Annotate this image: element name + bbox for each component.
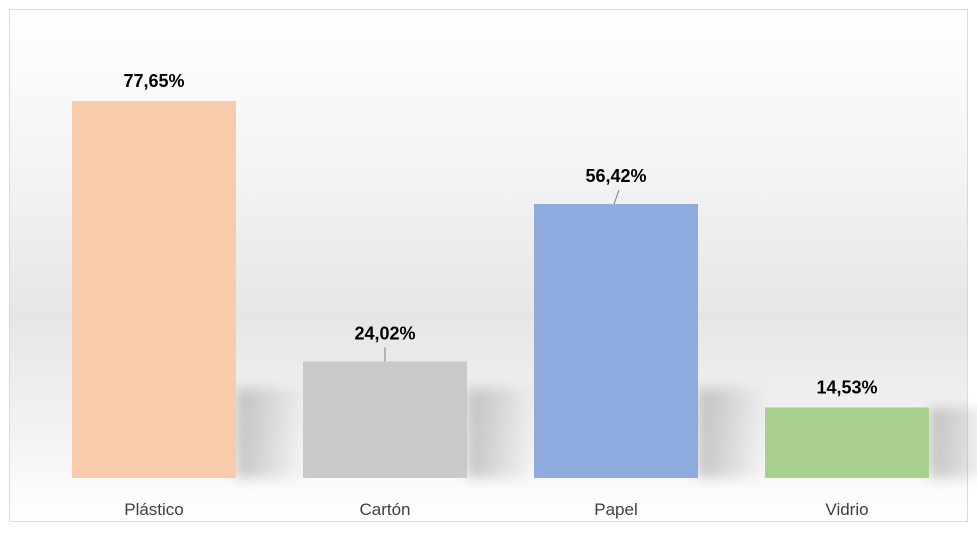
category-label-papel: Papel <box>594 500 637 519</box>
bar-shadow-papel <box>698 388 768 478</box>
bar-vidrio <box>765 407 929 478</box>
data-label-carton: 24,02% <box>354 323 415 343</box>
data-label-papel: 56,42% <box>585 166 646 186</box>
leader-lines <box>384 189 620 362</box>
bar-shadows <box>236 388 977 478</box>
value-labels: 77,65% 24,02% 56,42% 14,53% <box>123 71 877 397</box>
data-label-plastico: 77,65% <box>123 71 184 91</box>
category-label-carton: Cartón <box>359 500 410 519</box>
bar-papel <box>534 204 698 479</box>
leader-line-papel <box>613 189 620 205</box>
bar-plastico <box>72 101 236 478</box>
bar-shadow-carton <box>467 388 537 478</box>
bar-shadow-plastico <box>236 388 306 478</box>
category-label-vidrio: Vidrio <box>825 500 868 519</box>
category-label-plastico: Plástico <box>124 500 184 519</box>
category-axis: Plástico Cartón Papel Vidrio <box>124 500 868 519</box>
bar-shadow-vidrio <box>929 407 977 478</box>
bar-carton <box>303 361 467 478</box>
bars-group <box>72 101 929 479</box>
data-label-vidrio: 14,53% <box>816 377 877 397</box>
